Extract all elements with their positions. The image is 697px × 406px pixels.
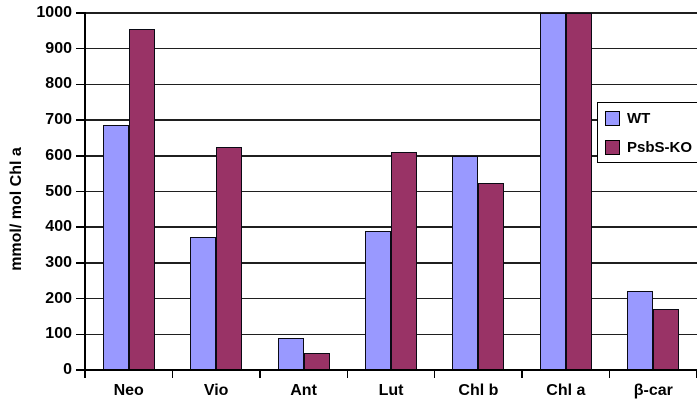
x-label-ant: Ant — [290, 382, 317, 399]
bar-psbs-ko-vio — [216, 146, 243, 370]
y-tick-label-300: 300 — [45, 253, 72, 271]
y-tick-label-400: 400 — [45, 218, 72, 236]
x-label-chl-b: Chl b — [458, 382, 499, 399]
y-tick-900 — [76, 47, 85, 50]
x-label-neo: Neo — [113, 382, 144, 399]
y-tick-600 — [76, 155, 85, 157]
y-tick-200 — [76, 297, 85, 300]
y-tick-label-700: 700 — [45, 111, 72, 129]
y-tick-label-100: 100 — [45, 325, 72, 343]
bar-psbs-ko-ant — [303, 352, 330, 370]
bar-psbs-ko-chl-b — [478, 182, 505, 370]
y-tick-400 — [76, 226, 85, 228]
y-tick-label-0: 0 — [63, 361, 72, 378]
x-tick-4 — [433, 371, 436, 378]
x-tick-0 — [84, 371, 86, 378]
y-tick-300 — [76, 262, 85, 264]
x-label-lut: Lut — [378, 382, 404, 399]
bar-wt-chl-b — [452, 155, 479, 370]
legend-label-psbs-ko: PsbS-KO — [627, 138, 693, 156]
bar-psbs-ko-lut — [391, 152, 417, 370]
bar-wt-vio — [190, 237, 217, 370]
y-tick-500 — [76, 190, 85, 193]
y-tick-100 — [76, 333, 85, 336]
x-label-chl-a: Chl a — [546, 382, 586, 399]
x-tick-3 — [346, 371, 349, 378]
legend: WT PsbS-KO — [597, 102, 697, 163]
legend-swatch-psbs-ko-icon — [605, 139, 620, 155]
y-axis-line — [83, 12, 86, 371]
bar-psbs-ko-car — [653, 309, 680, 370]
gridline-800 — [85, 83, 697, 86]
bar-wt-ant — [277, 337, 304, 370]
legend-item-psbs-ko: PsbS-KO — [598, 133, 697, 162]
bar-wt-chl-a — [539, 13, 566, 370]
x-label-car: β-car — [633, 382, 673, 399]
bar-wt-lut — [365, 230, 391, 370]
y-tick-700 — [76, 119, 85, 121]
y-tick-1000 — [76, 12, 85, 14]
x-tick-2 — [259, 371, 261, 378]
bar-wt-neo — [102, 125, 129, 370]
x-label-vio: Vio — [203, 382, 229, 399]
y-tick-800 — [76, 83, 85, 86]
gridline-900 — [85, 47, 697, 50]
y-tick-label-600: 600 — [45, 146, 72, 164]
bar-psbs-ko-chl-a — [565, 13, 592, 370]
x-axis-line — [83, 369, 697, 371]
gridline-700 — [85, 119, 697, 121]
y-tick-0 — [76, 369, 85, 371]
legend-swatch-wt-icon — [605, 110, 620, 126]
y-tick-label-1000: 1000 — [36, 4, 72, 21]
x-tick-6 — [608, 371, 611, 378]
gridline-1000 — [85, 12, 697, 14]
bar-wt-car — [627, 291, 654, 370]
y-tick-label-200: 200 — [45, 289, 72, 307]
x-tick-5 — [521, 371, 523, 378]
legend-item-wt: WT — [598, 104, 697, 133]
y-tick-label-900: 900 — [45, 39, 72, 57]
x-tick-1 — [171, 371, 174, 378]
legend-label-wt: WT — [627, 109, 651, 127]
y-axis-title: mmol/ mol Chl a — [8, 147, 25, 271]
bar-psbs-ko-neo — [128, 29, 155, 370]
y-tick-label-500: 500 — [45, 182, 72, 200]
y-tick-label-800: 800 — [45, 75, 72, 93]
